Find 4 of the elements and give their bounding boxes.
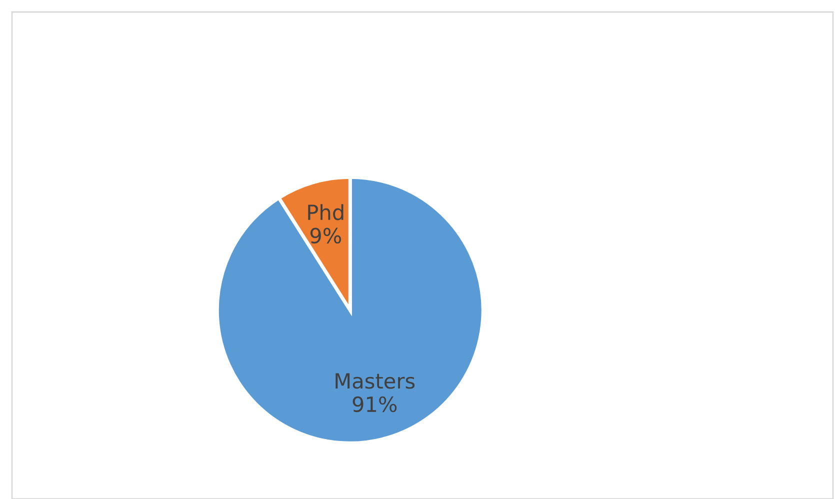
data-label: 91% — [352, 396, 397, 412]
data-label: 9% — [310, 228, 342, 244]
slice-label: Phd — [308, 204, 344, 220]
slice-label: Masters — [336, 373, 415, 389]
